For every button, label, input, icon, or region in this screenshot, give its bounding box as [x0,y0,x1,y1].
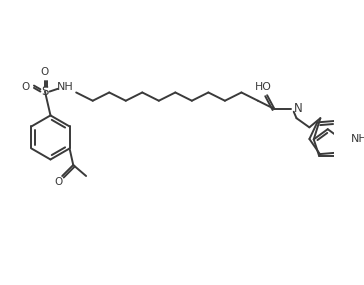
Text: NH: NH [57,82,74,92]
Text: HO: HO [255,82,272,92]
Text: S: S [41,85,49,98]
Text: O: O [21,82,30,92]
Text: N: N [294,103,302,115]
Text: O: O [41,67,49,77]
Text: NH: NH [351,134,364,144]
Text: O: O [55,178,63,188]
